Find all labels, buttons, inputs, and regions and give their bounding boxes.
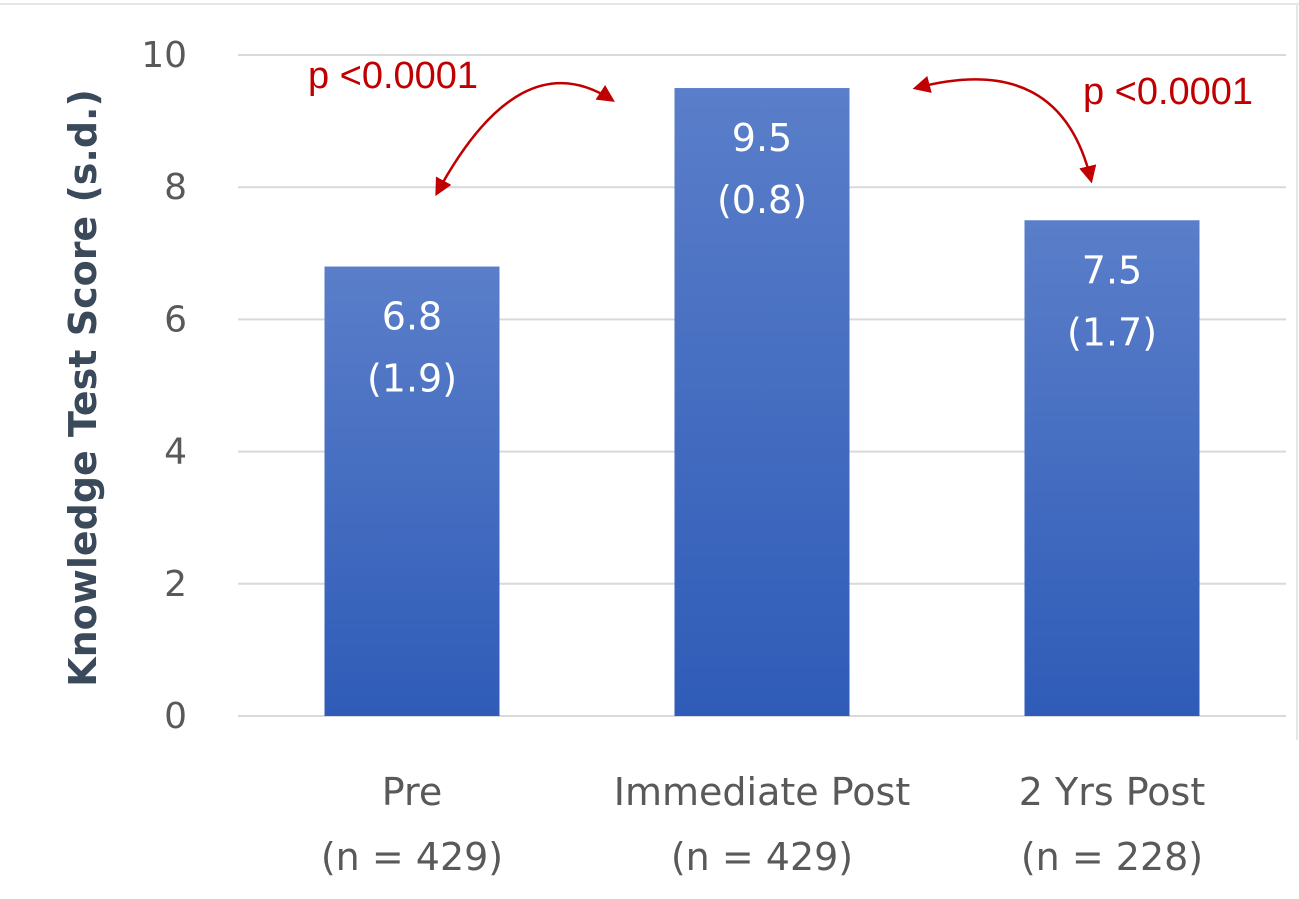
bar-sd-label: (1.9): [367, 357, 457, 401]
annotations: p <0.0001 p <0.0001: [308, 55, 1253, 197]
bars: [324, 88, 1200, 717]
y-tick-label: 10: [141, 35, 187, 76]
bar-immediate-post: [674, 88, 850, 717]
bar-pre: [324, 266, 500, 716]
p-value-annotation: p <0.0001: [1083, 71, 1253, 113]
labels: 6.8 (1.9) Pre (n = 429) 9.5 (0.8) Immediate Po…: [321, 116, 1205, 879]
bar-sd-label: (0.8): [717, 178, 807, 222]
x-n-label: (n = 228): [1021, 835, 1203, 879]
y-tick-label: 4: [164, 432, 187, 473]
bar-value-label: 9.5: [732, 116, 792, 160]
x-category-label: Immediate Post: [614, 770, 910, 814]
y-tick-label: 0: [164, 696, 187, 737]
x-n-label: (n = 429): [321, 835, 503, 879]
significance-arrow: [435, 82, 615, 197]
x-n-label: (n = 429): [671, 835, 853, 879]
significance-arrow: [912, 75, 1097, 184]
bar-2-yrs-post: [1024, 220, 1200, 716]
y-tick-label: 8: [164, 167, 187, 208]
p-value-annotation: p <0.0001: [308, 55, 478, 97]
bar-value-label: 6.8: [382, 295, 442, 339]
x-category-label: 2 Yrs Post: [1019, 770, 1205, 814]
bar-sd-label: (1.7): [1067, 310, 1157, 354]
bar-value-label: 7.5: [1082, 248, 1142, 292]
y-tick-label: 6: [164, 299, 187, 340]
x-category-label: Pre: [382, 770, 442, 814]
y-axis-label: Knowledge Test Score (s.d.): [61, 89, 105, 687]
y-tick-label: 2: [164, 564, 187, 605]
